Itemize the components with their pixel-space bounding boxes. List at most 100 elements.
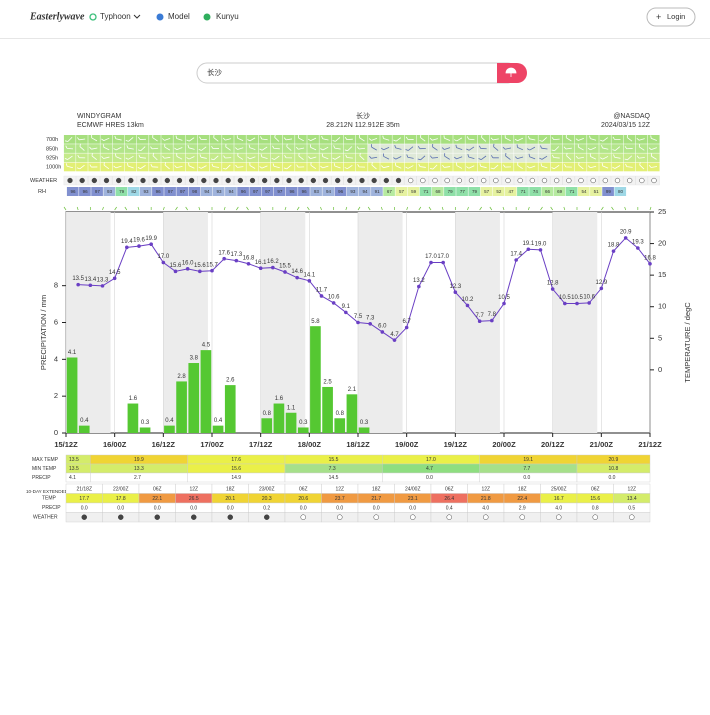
extended-weather-icon xyxy=(519,514,525,520)
login-label[interactable]: Login xyxy=(667,12,685,21)
x-tick-label: 21/00Z xyxy=(590,440,614,449)
precip-bar xyxy=(164,425,175,433)
temperature-point xyxy=(185,267,190,271)
temperature-label: 16.2 xyxy=(267,259,279,265)
x-tick-label: 17/12Z xyxy=(249,440,273,449)
surface-wind-arrow xyxy=(284,206,287,211)
temperature-label: 10.5 xyxy=(571,295,583,301)
weather-icon xyxy=(347,177,353,184)
precip-label: 1.1 xyxy=(287,405,296,411)
surface-wind-arrow xyxy=(63,206,67,211)
wind-barb xyxy=(490,137,499,141)
model-icon xyxy=(156,13,164,21)
temperature-point xyxy=(599,286,604,291)
rh-cell xyxy=(444,187,456,196)
rh-value: 97 xyxy=(168,189,174,194)
summary-value: 15.6 xyxy=(231,466,241,472)
extended-weather-icon xyxy=(410,514,416,520)
rh-value: 71 xyxy=(521,189,527,194)
rh-cell xyxy=(152,187,164,196)
rh-value: 98 xyxy=(192,189,198,194)
rh-cell xyxy=(553,187,566,196)
surface-wind-arrow xyxy=(357,206,361,211)
weather-icon xyxy=(627,177,633,184)
wind-barb xyxy=(639,161,645,170)
rh-cell xyxy=(322,187,335,196)
wind-barb xyxy=(441,147,451,150)
wind-barb xyxy=(321,153,329,160)
wind-barb xyxy=(429,155,439,159)
temperature-label: 18.8 xyxy=(608,243,620,249)
extended-value: 0.0 xyxy=(336,505,343,511)
wind-barb xyxy=(126,145,134,150)
extended-value: 0.4 xyxy=(446,505,453,511)
summary-value: 10.8 xyxy=(609,466,619,472)
summary-value: 4.1 xyxy=(69,475,76,481)
wind-barb xyxy=(565,134,572,142)
rh-value: 96 xyxy=(70,189,76,194)
wind-barb xyxy=(271,155,280,160)
y2-tick-label: 25 xyxy=(658,207,666,216)
rh-cell xyxy=(285,187,298,196)
nav-link[interactable]: Typhoon xyxy=(100,12,131,21)
search-text[interactable]: 长沙 xyxy=(207,67,222,77)
wind-barb xyxy=(64,136,73,142)
wind-barb xyxy=(333,145,341,150)
precip-label: 3.8 xyxy=(190,356,199,362)
rh-cell xyxy=(261,187,274,196)
y-tick-label: 8 xyxy=(54,281,58,290)
extended-value: 20.1 xyxy=(225,496,235,502)
wind-barb xyxy=(333,163,341,169)
rh-value: 94 xyxy=(229,189,235,194)
wind-barb xyxy=(211,145,220,150)
wind-barb xyxy=(89,164,98,168)
extended-value: 0.0 xyxy=(117,505,124,511)
login-button[interactable] xyxy=(646,7,696,27)
wind-barb xyxy=(235,147,244,150)
rh-value: 79 xyxy=(448,189,454,194)
rh-value: 97 xyxy=(277,189,283,194)
extended-value: 0.5 xyxy=(628,505,635,511)
search-input[interactable] xyxy=(196,62,518,84)
wind-barb xyxy=(210,155,219,161)
weather-icon xyxy=(456,177,462,184)
extended-weather-icon xyxy=(337,514,343,520)
wind-barb xyxy=(624,155,633,161)
precip-label: 0.8 xyxy=(263,411,272,417)
rh-value: 94 xyxy=(204,189,210,194)
x-tick-label: 19/12Z xyxy=(444,440,468,449)
wind-barb xyxy=(176,153,183,160)
logo[interactable]: Easterlywave xyxy=(29,11,85,22)
rh-value: 57 xyxy=(484,189,490,194)
extended-value: 20.6 xyxy=(298,496,308,502)
summary-value: 0.0 xyxy=(426,475,433,481)
temperature-label: 17.0 xyxy=(437,254,449,260)
rh-cell xyxy=(346,187,359,196)
temperature-point xyxy=(623,236,628,240)
temperature-label: 16.0 xyxy=(182,260,194,266)
temperature-label: 17.6 xyxy=(218,250,230,256)
y-tick-label: 2 xyxy=(54,391,58,400)
temperature-label: 15.6 xyxy=(194,263,206,269)
wg-credit: @NASDAQ xyxy=(613,113,650,120)
nav-link[interactable]: Model xyxy=(168,12,190,21)
surface-wind-arrow xyxy=(259,206,261,211)
wind-barb xyxy=(186,137,195,142)
rh-value: 99 xyxy=(606,189,612,194)
temperature-point xyxy=(636,246,640,250)
wind-barb xyxy=(650,135,657,141)
wind-barb xyxy=(612,165,621,169)
nav-link[interactable]: Kunyu xyxy=(216,12,239,21)
precip-bar xyxy=(310,326,321,433)
temperature-point xyxy=(380,330,385,334)
precip-label: 1.6 xyxy=(275,396,284,402)
surface-wind-arrow xyxy=(540,206,543,211)
extended-value: 0.0 xyxy=(409,505,416,511)
weather-icon xyxy=(505,177,511,184)
temperature-label: 9.1 xyxy=(342,304,351,310)
x-tick-label: 16/12Z xyxy=(152,440,176,449)
surface-wind-arrow xyxy=(588,206,591,211)
temperature-label: 7.3 xyxy=(366,315,375,321)
rh-value: 52 xyxy=(496,189,502,194)
wind-barb xyxy=(320,165,329,169)
